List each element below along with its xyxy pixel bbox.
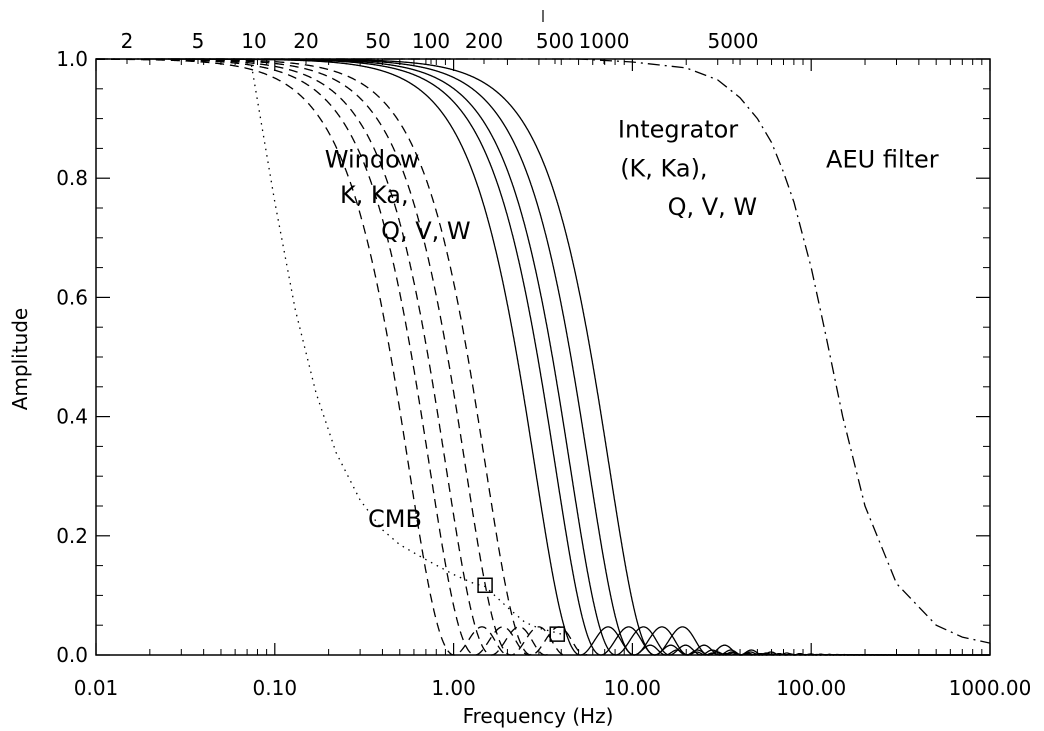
y-tick-label: 0.4 [56, 405, 88, 429]
x-tick-label: 10.00 [604, 676, 661, 700]
top-axis-tick-label: 100 [412, 29, 450, 53]
series-dashed-line [96, 58, 548, 656]
marker-layer [477, 577, 566, 642]
annotation-label: Q, V, W [381, 217, 471, 245]
y-tick-label: 0.6 [56, 285, 88, 309]
square-marker [549, 626, 566, 642]
annotation-label: AEU filter [826, 145, 939, 173]
x-axis-title: Frequency (Hz) [463, 704, 614, 728]
top-axis-tick-label: 2 [121, 29, 134, 53]
y-tick-label: 0.0 [56, 643, 88, 667]
top-axis-tick-label: 1000 [579, 29, 630, 53]
annotation-layer: Window K, Ka, Q, V, W Integrator (K, Ka), Q, … [325, 116, 939, 533]
square-marker [477, 577, 493, 594]
annotation-label: K, Ka, [340, 181, 409, 209]
top-axis-tick-label: 50 [365, 29, 390, 53]
annotation-label: Window [325, 145, 420, 173]
axis-layer: 0.01 0.10 1.00 10.00 100.00 1000.00 0.0 0.2 0.4 0… [56, 10, 1031, 700]
annotation-label: CMB [368, 505, 422, 533]
x-tick-label: 1000.00 [949, 676, 1032, 700]
x-tick-label: 0.10 [253, 676, 298, 700]
annotation-label: (K, Ka), [620, 154, 707, 182]
annotation-label: Integrator [618, 116, 738, 144]
series-dashed-line [96, 58, 511, 656]
y-tick-label: 0.2 [56, 524, 88, 548]
y-tick-label: 1.0 [56, 47, 88, 71]
x-tick-label: 1.00 [431, 676, 476, 700]
top-axis-tick-label: 10 [241, 29, 266, 53]
top-axis-tick-label: 200 [465, 29, 503, 53]
top-axis-tick-label: 5000 [708, 29, 759, 53]
series-dashed-line [96, 58, 532, 656]
annotation-label: Q, V, W [668, 193, 758, 221]
top-axis-tick-label: 5 [192, 29, 205, 53]
y-tick-label: 0.8 [56, 166, 88, 190]
y-axis-title: Amplitude [8, 308, 32, 411]
x-tick-label: 100.00 [776, 676, 846, 700]
top-axis-tick-label: 20 [293, 29, 318, 53]
x-tick-label: 0.01 [74, 676, 119, 700]
top-axis-tick-label: 500 [536, 29, 574, 53]
